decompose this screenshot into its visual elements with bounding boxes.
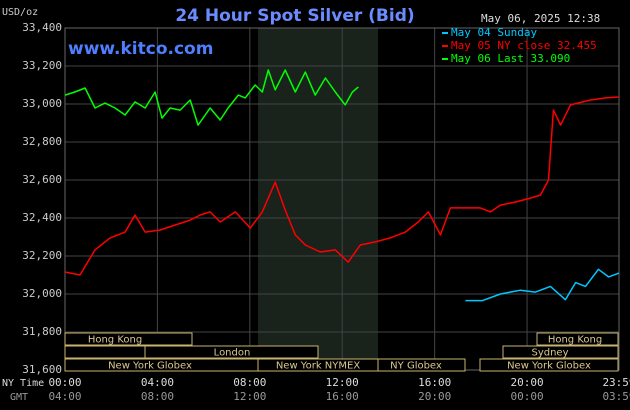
- x-tick-label: 20:00: [510, 376, 543, 389]
- x-tick-label: 00:00: [48, 376, 81, 389]
- watermark: www.kitco.com: [68, 39, 213, 59]
- x2-tick-label: 08:00: [141, 390, 174, 403]
- x2-tick-label: 04:00: [48, 390, 81, 403]
- chart-title: 24 Hour Spot Silver (Bid): [175, 6, 414, 26]
- x-tick-label: 23:59: [602, 376, 630, 389]
- market-label: New York NYMEX: [276, 361, 361, 372]
- x2-tick-label: 12:00: [233, 390, 266, 403]
- legend-label: May 05 NY close 32.455: [451, 39, 597, 52]
- legend-label: May 06 Last 33.090: [451, 52, 570, 65]
- y-tick-label: 32,200: [22, 249, 62, 262]
- x2-tick-label: 03:59: [602, 390, 630, 403]
- legend-label: May 04 Sunday: [451, 26, 537, 39]
- y-tick-label: 33,200: [22, 59, 62, 72]
- market-label: London: [214, 348, 251, 359]
- x-axis-label: NY Time: [2, 378, 44, 389]
- y-axis-label: USD/oz: [2, 7, 38, 18]
- y-tick-label: 32,600: [22, 173, 62, 186]
- x-tick-label: 08:00: [233, 376, 266, 389]
- x2-tick-label: 20:00: [418, 390, 451, 403]
- market-sessions: Hong Kong London New York Globex New Yor…: [64, 332, 619, 372]
- market-label: NY Globex: [390, 361, 442, 372]
- y-tick-label: 33,000: [22, 97, 62, 110]
- timestamp: May 06, 2025 12:38: [481, 12, 600, 25]
- series-line: [64, 96, 620, 276]
- market-bar: [64, 332, 193, 346]
- y-tick-label: 31,600: [22, 363, 62, 376]
- nymex-session-shade: [258, 28, 378, 370]
- market-bar: [536, 332, 619, 346]
- x2-tick-label: 00:00: [510, 390, 543, 403]
- market-label: Hong Kong: [88, 335, 142, 346]
- market-bar: [144, 345, 319, 359]
- market-bar: [377, 358, 466, 372]
- x2-tick-label: 16:00: [326, 390, 359, 403]
- y-tick-label: 33,400: [22, 21, 62, 34]
- y-tick-label: 32,400: [22, 211, 62, 224]
- axes: 31,600 31,800 32,000 32,200 32,400 32,600 32,8…: [22, 21, 630, 403]
- y-tick-label: 32,000: [22, 287, 62, 300]
- y-tick-label: 31,800: [22, 325, 62, 338]
- market-label: New York Globex: [507, 361, 591, 372]
- y-tick-label: 32,800: [22, 135, 62, 148]
- x2-axis-label: GMT: [10, 392, 28, 403]
- market-label: New York Globex: [108, 361, 192, 372]
- series-line: [465, 268, 620, 302]
- x-tick-label: 12:00: [326, 376, 359, 389]
- series-line: [64, 69, 359, 126]
- x-tick-label: 16:00: [418, 376, 451, 389]
- market-bar: [64, 345, 146, 359]
- plot-lines: [64, 69, 620, 302]
- x-tick-label: 04:00: [141, 376, 174, 389]
- market-label: Hong Kong: [548, 335, 602, 346]
- market-bar: [502, 345, 619, 359]
- market-bar: [479, 358, 619, 372]
- market-label: Sydney: [531, 348, 568, 359]
- grid: [64, 27, 620, 371]
